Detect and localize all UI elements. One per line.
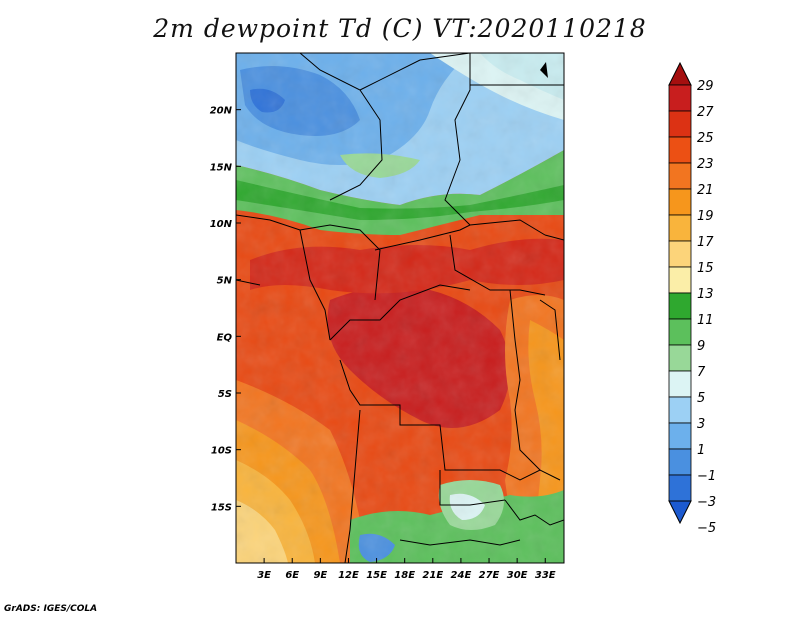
colorbar-swatch — [668, 110, 692, 138]
colorbar-label: 25 — [697, 131, 714, 146]
longitude-axis: 3E 6E 9E 12E 15E 18E 21E 24E 27E 30E 33E — [257, 558, 556, 581]
lon-tick-label: 3E — [257, 570, 271, 581]
lon-tick-label: 21E — [422, 570, 443, 581]
colorbar-swatch — [668, 292, 692, 320]
lon-tick-label: 27E — [479, 570, 500, 581]
lon-tick-label: 30E — [507, 570, 528, 581]
colorbar-label: 27 — [697, 105, 714, 120]
lat-tick-label: 15N — [210, 162, 233, 173]
chart-title: 2m dewpoint Td (C) VT:2020110218 — [153, 14, 647, 43]
lat-tick-label: 20N — [210, 106, 233, 117]
colorbar: 29 27 25 23 21 19 17 15 13 11 9 7 5 3 1 −1 −3 −5 — [668, 61, 716, 536]
colorbar-swatch — [668, 214, 692, 242]
colorbar-label: −1 — [697, 469, 716, 484]
colorbar-label: 5 — [697, 391, 705, 406]
colorbar-swatch — [668, 344, 692, 372]
colorbar-label: 23 — [697, 157, 714, 172]
lon-tick-label: 18E — [394, 570, 415, 581]
colorbar-label: 3 — [697, 417, 705, 432]
colorbar-top-arrow — [668, 61, 692, 86]
map-frame — [235, 52, 565, 564]
lon-tick-label: 9E — [313, 570, 327, 581]
colorbar-label: 21 — [697, 183, 714, 198]
latitude-axis: 20N 15N 10N 5N EQ 5S 10S 15S — [210, 106, 241, 513]
colorbar-swatch — [668, 370, 692, 398]
colorbar-swatch — [668, 448, 692, 476]
colorbar-label: 7 — [697, 365, 706, 380]
colorbar-label: 11 — [697, 313, 714, 328]
colorbar-label: 1 — [697, 443, 705, 458]
lat-tick-label: EQ — [217, 332, 233, 343]
colorbar-swatch — [668, 162, 692, 190]
lat-tick-label: 10N — [210, 219, 233, 230]
lon-tick-label: 33E — [535, 570, 556, 581]
lon-tick-label: 24E — [451, 570, 472, 581]
colorbar-label: 13 — [697, 287, 714, 302]
colorbar-swatch — [668, 422, 692, 450]
colorbar-label: 15 — [697, 261, 714, 276]
colorbar-swatch — [668, 188, 692, 216]
colorbar-label: 17 — [697, 235, 714, 250]
colorbar-swatch — [668, 318, 692, 346]
lat-tick-label: 15S — [211, 502, 232, 513]
lon-tick-label: 15E — [366, 570, 387, 581]
lat-tick-label: 5N — [217, 276, 233, 287]
colorbar-swatch — [668, 84, 692, 112]
lat-tick-label: 5S — [218, 389, 232, 400]
colorbar-label: 19 — [697, 209, 714, 224]
colorbar-label: −5 — [697, 521, 716, 536]
lon-tick-label: 6E — [285, 570, 299, 581]
credit-text: GrADS: IGES/COLA — [4, 604, 98, 614]
colorbar-label: 29 — [697, 79, 714, 94]
dewpoint-field — [236, 53, 564, 563]
colorbar-swatch — [668, 474, 692, 502]
lat-tick-label: 10S — [211, 446, 232, 457]
colorbar-label: 9 — [697, 339, 705, 354]
lon-tick-label: 12E — [338, 570, 359, 581]
colorbar-swatch — [668, 240, 692, 268]
colorbar-label: −3 — [697, 495, 716, 510]
colorbar-swatch — [668, 136, 692, 164]
colorbar-swatch — [668, 396, 692, 424]
colorbar-bottom-arrow — [668, 500, 692, 525]
colorbar-swatch — [668, 266, 692, 294]
